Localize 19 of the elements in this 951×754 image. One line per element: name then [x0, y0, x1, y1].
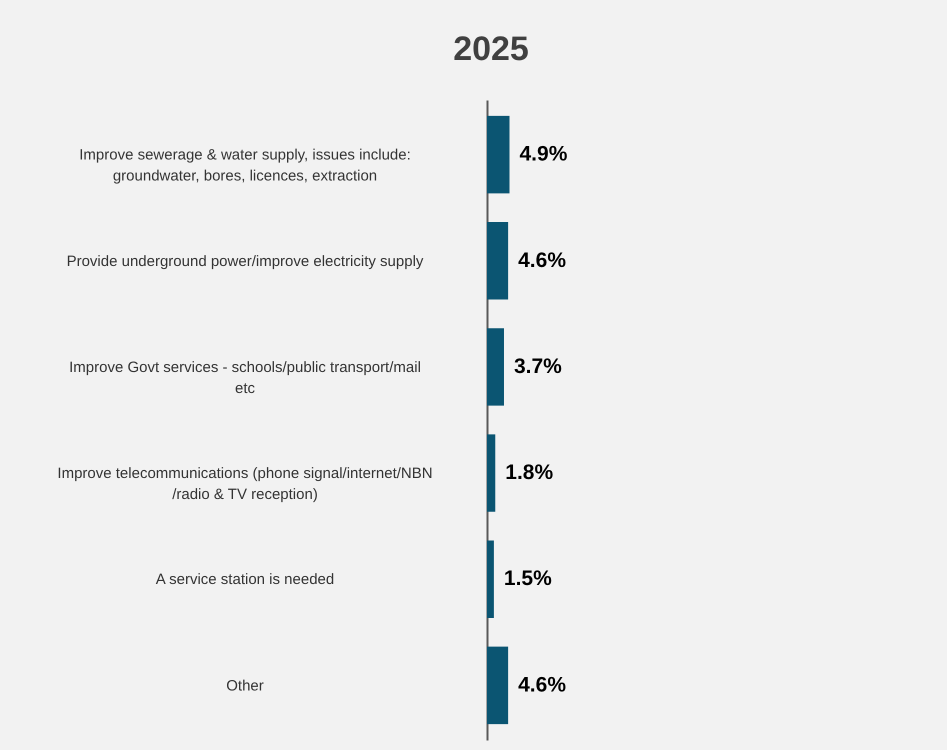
bar [487, 646, 508, 724]
y-tick-label: A service station is needed [156, 571, 334, 588]
bar [487, 116, 510, 194]
y-tick-label: Provide underground power/improve electricity supply [66, 252, 424, 270]
y-tick-label: Improve sewerage & water supply, issues include: groundwater, bores, licences, extraction [79, 146, 411, 185]
bar [487, 434, 496, 512]
y-tick-label: Other [226, 677, 264, 694]
bar [487, 540, 494, 618]
bar [487, 328, 504, 406]
data-label: 4.6% [518, 673, 566, 696]
y-tick-label: Improve Govt services - schools/public transport/mail etc [69, 358, 421, 397]
data-label: 4.9% [520, 142, 568, 166]
y-tick-label: Improve telecommunications (phone signal/internet/NBN /radio & TV reception) [57, 465, 433, 504]
chart-title: 2025 [453, 30, 529, 68]
data-label: 1.5% [504, 567, 552, 590]
data-label: 4.6% [518, 248, 566, 272]
data-label: 3.7% [514, 354, 562, 378]
bar [487, 222, 508, 300]
data-label: 1.8% [505, 461, 554, 484]
